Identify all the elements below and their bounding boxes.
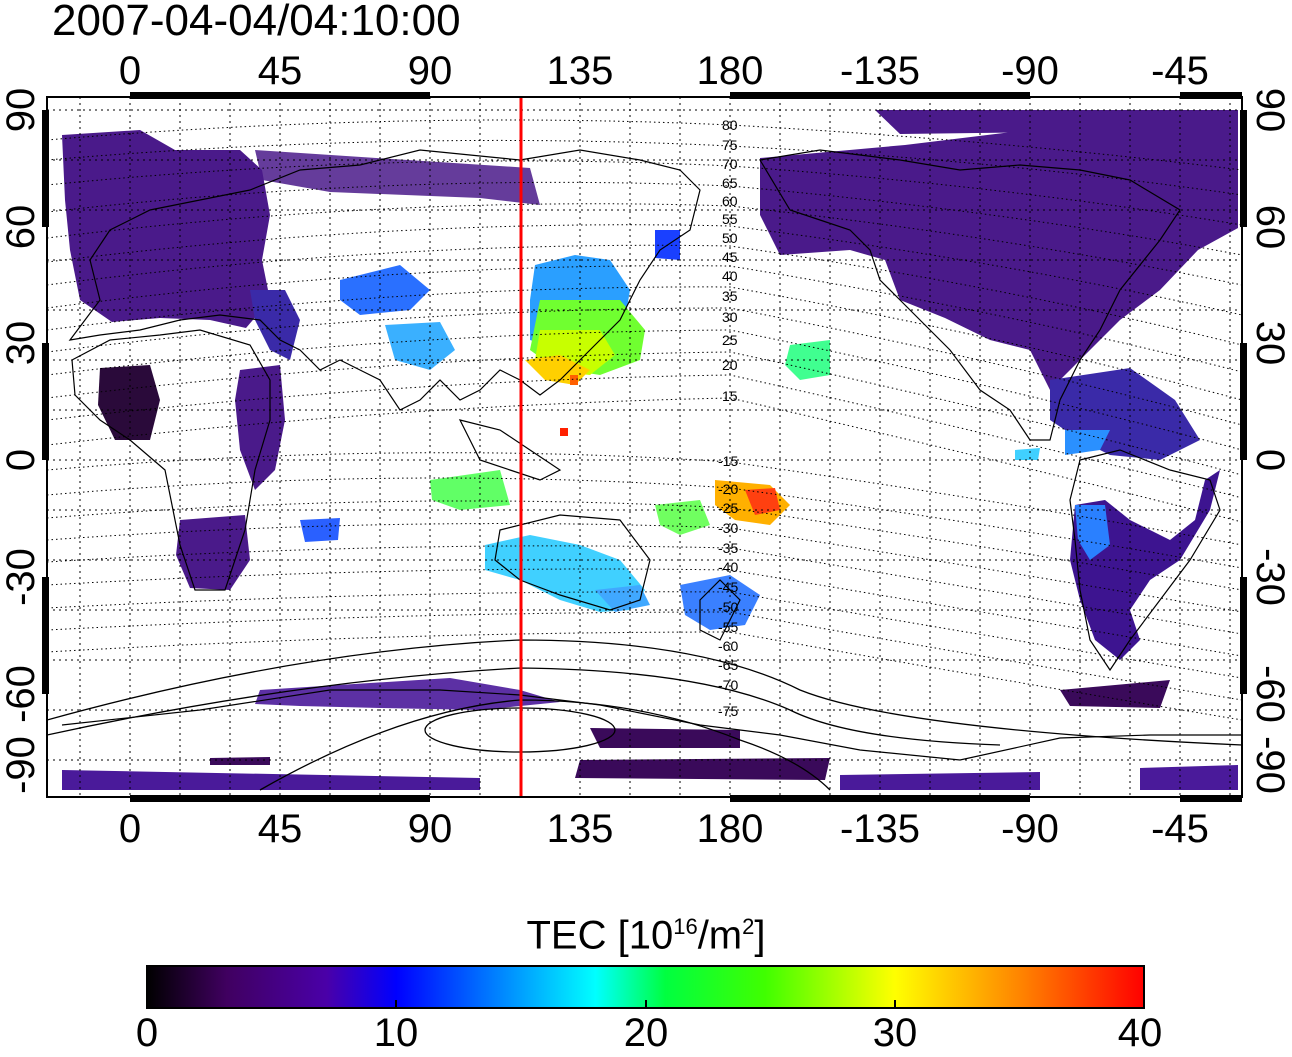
contour-label: 30 — [722, 309, 738, 325]
contour-label: 25 — [722, 332, 738, 348]
lon-label: -45 — [1151, 49, 1209, 93]
lon-label: 90 — [408, 807, 453, 851]
lat-label: -90 — [0, 736, 43, 794]
contour-label: -75 — [718, 703, 738, 719]
contour-label: 45 — [722, 249, 738, 265]
bottom-longitude-labels: 0 45 90 135 180 -135 -90 -45 — [119, 807, 1209, 851]
contour-label: -20 — [718, 481, 738, 497]
colorbar-tick-label: 10 — [373, 1011, 419, 1055]
colorbar-tick-label: 40 — [1117, 1011, 1163, 1055]
lat-label: -90 — [1248, 736, 1292, 794]
colorbar-tick-marks — [395, 1000, 896, 1008]
lat-label: -60 — [0, 665, 43, 723]
contour-label: 70 — [722, 156, 738, 172]
contour-label: -25 — [718, 500, 738, 516]
lon-label: 135 — [547, 807, 614, 851]
colorbar-tick-label: 30 — [872, 1011, 918, 1055]
contour-label: 65 — [722, 175, 738, 191]
map-timestamp-title: 2007-04-04/04:10:00 — [52, 0, 461, 45]
lat-label: -60 — [1248, 665, 1292, 723]
lon-label: 135 — [547, 49, 614, 93]
contour-label: 55 — [722, 211, 738, 227]
colorbar-tick-label: 20 — [623, 1011, 669, 1055]
contour-label: -55 — [718, 619, 738, 635]
contour-label: -40 — [718, 559, 738, 575]
contour-label: -50 — [718, 599, 738, 615]
lon-label: -135 — [840, 807, 920, 851]
lat-label: 30 — [0, 321, 43, 366]
lon-label: 180 — [697, 807, 764, 851]
lat-label: -30 — [0, 548, 43, 606]
lat-label: 30 — [1248, 321, 1292, 366]
lat-label: 90 — [0, 88, 43, 133]
contour-label: -45 — [718, 579, 738, 595]
contour-label: -70 — [718, 677, 738, 693]
lon-label: 45 — [258, 807, 303, 851]
contour-label: 15 — [722, 388, 738, 404]
lon-label: 45 — [258, 49, 303, 93]
lon-label: 180 — [697, 49, 764, 93]
contour-label: -15 — [718, 453, 738, 469]
lat-label: 0 — [0, 449, 43, 471]
colorbar-tick-label: 0 — [135, 1011, 159, 1055]
lon-label: -90 — [1001, 807, 1059, 851]
magnetic-latitude-contours — [47, 119, 1242, 721]
contour-label: -30 — [718, 520, 738, 536]
lon-label: 90 — [408, 49, 453, 93]
contour-label: -65 — [718, 657, 738, 673]
contour-label: 20 — [722, 357, 738, 373]
lon-label: 0 — [119, 49, 141, 93]
colorbar-title: TEC [1016/m2] — [526, 913, 766, 958]
lat-label: -30 — [1248, 548, 1292, 606]
contour-label: -60 — [718, 638, 738, 654]
lat-label: 90 — [1248, 88, 1292, 133]
contour-label: 35 — [722, 288, 738, 304]
lat-label: 0 — [1248, 449, 1292, 471]
tec-data-layer — [62, 110, 1238, 790]
lon-label: 0 — [119, 807, 141, 851]
lon-label: -45 — [1151, 807, 1209, 851]
contour-label: 40 — [722, 268, 738, 284]
graticule — [47, 97, 1242, 797]
lon-label: -135 — [840, 49, 920, 93]
contour-label: -35 — [718, 540, 738, 556]
contour-label: 75 — [722, 137, 738, 153]
contour-label: 50 — [722, 230, 738, 246]
contour-labels: 80 75 70 65 60 55 50 45 40 35 30 25 20 1… — [718, 117, 738, 719]
lat-label: 60 — [0, 205, 43, 250]
top-longitude-labels: 0 45 90 135 180 -135 -90 -45 — [119, 49, 1209, 93]
axis-bars — [42, 92, 1247, 802]
contour-label: 60 — [722, 193, 738, 209]
lat-label: 60 — [1248, 205, 1292, 250]
lon-label: -90 — [1001, 49, 1059, 93]
left-latitude-labels: 90 60 30 0 -30 -60 -90 — [0, 88, 43, 794]
contour-label: 80 — [722, 117, 738, 133]
coastlines — [61, 149, 1242, 761]
right-latitude-labels: 90 60 30 0 -30 -60 -90 — [1248, 88, 1292, 794]
